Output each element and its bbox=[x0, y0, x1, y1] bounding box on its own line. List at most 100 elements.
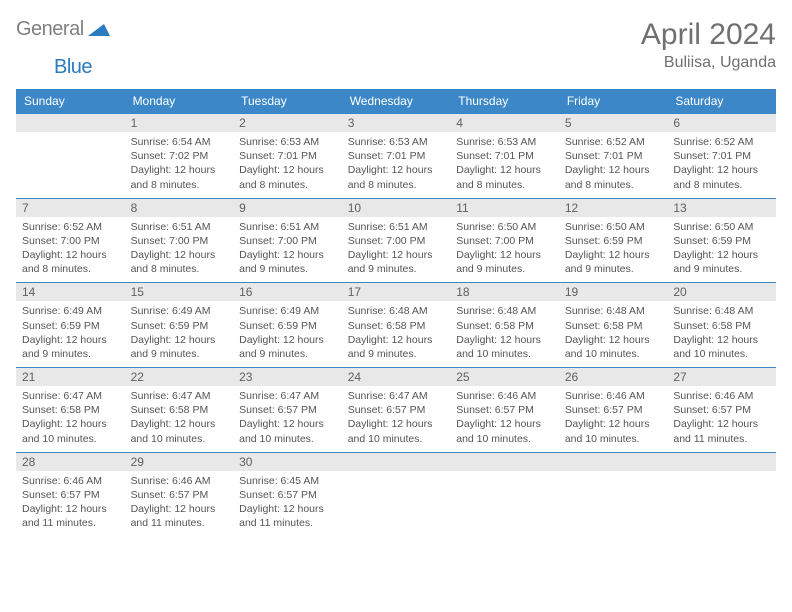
sunrise-text: Sunrise: 6:47 AM bbox=[131, 389, 228, 403]
calendar-cell: 13Sunrise: 6:50 AMSunset: 6:59 PMDayligh… bbox=[667, 198, 776, 283]
day-body: Sunrise: 6:54 AMSunset: 7:02 PMDaylight:… bbox=[125, 132, 234, 198]
sunset-text: Sunset: 6:57 PM bbox=[348, 403, 445, 417]
month-title: April 2024 bbox=[641, 18, 776, 52]
calendar-cell: 16Sunrise: 6:49 AMSunset: 6:59 PMDayligh… bbox=[233, 283, 342, 368]
sunrise-text: Sunrise: 6:52 AM bbox=[673, 135, 770, 149]
daylight-text: Daylight: 12 hours and 10 minutes. bbox=[565, 417, 662, 445]
calendar-cell: 3Sunrise: 6:53 AMSunset: 7:01 PMDaylight… bbox=[342, 114, 451, 199]
day-body: Sunrise: 6:50 AMSunset: 7:00 PMDaylight:… bbox=[450, 217, 559, 283]
sunrise-text: Sunrise: 6:46 AM bbox=[456, 389, 553, 403]
day-number: 1 bbox=[125, 114, 234, 132]
sunset-text: Sunset: 6:58 PM bbox=[348, 319, 445, 333]
day-body bbox=[559, 471, 668, 531]
day-body: Sunrise: 6:47 AMSunset: 6:57 PMDaylight:… bbox=[233, 386, 342, 452]
day-number: 28 bbox=[16, 453, 125, 471]
day-body: Sunrise: 6:48 AMSunset: 6:58 PMDaylight:… bbox=[559, 301, 668, 367]
calendar-cell bbox=[667, 452, 776, 536]
calendar-cell: 2Sunrise: 6:53 AMSunset: 7:01 PMDaylight… bbox=[233, 114, 342, 199]
day-number: 8 bbox=[125, 199, 234, 217]
calendar-row: 28Sunrise: 6:46 AMSunset: 6:57 PMDayligh… bbox=[16, 452, 776, 536]
day-number: 9 bbox=[233, 199, 342, 217]
day-number: 11 bbox=[450, 199, 559, 217]
weekday-fri: Friday bbox=[559, 89, 668, 114]
daylight-text: Daylight: 12 hours and 10 minutes. bbox=[131, 417, 228, 445]
day-body: Sunrise: 6:45 AMSunset: 6:57 PMDaylight:… bbox=[233, 471, 342, 537]
daylight-text: Daylight: 12 hours and 9 minutes. bbox=[456, 248, 553, 276]
day-number: 16 bbox=[233, 283, 342, 301]
day-number: 19 bbox=[559, 283, 668, 301]
day-body: Sunrise: 6:47 AMSunset: 6:58 PMDaylight:… bbox=[16, 386, 125, 452]
calendar-cell: 9Sunrise: 6:51 AMSunset: 7:00 PMDaylight… bbox=[233, 198, 342, 283]
day-number: 23 bbox=[233, 368, 342, 386]
daylight-text: Daylight: 12 hours and 9 minutes. bbox=[565, 248, 662, 276]
sunset-text: Sunset: 7:00 PM bbox=[131, 234, 228, 248]
title-area: April 2024 Buliisa, Uganda bbox=[641, 18, 776, 72]
sunset-text: Sunset: 6:58 PM bbox=[22, 403, 119, 417]
day-body: Sunrise: 6:47 AMSunset: 6:58 PMDaylight:… bbox=[125, 386, 234, 452]
day-number: 24 bbox=[342, 368, 451, 386]
sunrise-text: Sunrise: 6:50 AM bbox=[565, 220, 662, 234]
calendar-cell bbox=[16, 114, 125, 199]
day-body: Sunrise: 6:49 AMSunset: 6:59 PMDaylight:… bbox=[233, 301, 342, 367]
daylight-text: Daylight: 12 hours and 10 minutes. bbox=[22, 417, 119, 445]
daylight-text: Daylight: 12 hours and 9 minutes. bbox=[348, 248, 445, 276]
sunrise-text: Sunrise: 6:51 AM bbox=[239, 220, 336, 234]
day-number: 21 bbox=[16, 368, 125, 386]
calendar-row: 7Sunrise: 6:52 AMSunset: 7:00 PMDaylight… bbox=[16, 198, 776, 283]
weekday-thu: Thursday bbox=[450, 89, 559, 114]
day-number bbox=[667, 453, 776, 471]
calendar-row: 1Sunrise: 6:54 AMSunset: 7:02 PMDaylight… bbox=[16, 114, 776, 199]
calendar-cell: 29Sunrise: 6:46 AMSunset: 6:57 PMDayligh… bbox=[125, 452, 234, 536]
calendar-cell: 14Sunrise: 6:49 AMSunset: 6:59 PMDayligh… bbox=[16, 283, 125, 368]
sunset-text: Sunset: 6:58 PM bbox=[456, 319, 553, 333]
daylight-text: Daylight: 12 hours and 11 minutes. bbox=[22, 502, 119, 530]
sunset-text: Sunset: 6:57 PM bbox=[565, 403, 662, 417]
daylight-text: Daylight: 12 hours and 10 minutes. bbox=[565, 333, 662, 361]
day-number bbox=[450, 453, 559, 471]
day-number: 5 bbox=[559, 114, 668, 132]
sunset-text: Sunset: 7:01 PM bbox=[239, 149, 336, 163]
sunset-text: Sunset: 7:02 PM bbox=[131, 149, 228, 163]
day-body: Sunrise: 6:46 AMSunset: 6:57 PMDaylight:… bbox=[667, 386, 776, 452]
sunset-text: Sunset: 6:57 PM bbox=[131, 488, 228, 502]
daylight-text: Daylight: 12 hours and 8 minutes. bbox=[22, 248, 119, 276]
calendar-cell bbox=[342, 452, 451, 536]
sunrise-text: Sunrise: 6:52 AM bbox=[565, 135, 662, 149]
day-number: 22 bbox=[125, 368, 234, 386]
day-number: 6 bbox=[667, 114, 776, 132]
day-body: Sunrise: 6:53 AMSunset: 7:01 PMDaylight:… bbox=[450, 132, 559, 198]
day-number: 27 bbox=[667, 368, 776, 386]
day-number: 13 bbox=[667, 199, 776, 217]
sunset-text: Sunset: 7:01 PM bbox=[673, 149, 770, 163]
day-number: 14 bbox=[16, 283, 125, 301]
calendar-cell: 27Sunrise: 6:46 AMSunset: 6:57 PMDayligh… bbox=[667, 368, 776, 453]
sunset-text: Sunset: 6:59 PM bbox=[22, 319, 119, 333]
day-body: Sunrise: 6:51 AMSunset: 7:00 PMDaylight:… bbox=[125, 217, 234, 283]
logo-word2: Blue bbox=[54, 56, 92, 78]
day-body bbox=[450, 471, 559, 531]
weekday-sun: Sunday bbox=[16, 89, 125, 114]
day-number: 17 bbox=[342, 283, 451, 301]
daylight-text: Daylight: 12 hours and 9 minutes. bbox=[239, 248, 336, 276]
day-body: Sunrise: 6:51 AMSunset: 7:00 PMDaylight:… bbox=[233, 217, 342, 283]
sunset-text: Sunset: 7:00 PM bbox=[22, 234, 119, 248]
calendar-cell: 23Sunrise: 6:47 AMSunset: 6:57 PMDayligh… bbox=[233, 368, 342, 453]
sunset-text: Sunset: 6:57 PM bbox=[22, 488, 119, 502]
day-number: 18 bbox=[450, 283, 559, 301]
sunrise-text: Sunrise: 6:47 AM bbox=[239, 389, 336, 403]
day-body: Sunrise: 6:46 AMSunset: 6:57 PMDaylight:… bbox=[16, 471, 125, 537]
sunrise-text: Sunrise: 6:48 AM bbox=[565, 304, 662, 318]
day-number bbox=[16, 114, 125, 132]
daylight-text: Daylight: 12 hours and 9 minutes. bbox=[131, 333, 228, 361]
daylight-text: Daylight: 12 hours and 8 minutes. bbox=[565, 163, 662, 191]
calendar-cell: 1Sunrise: 6:54 AMSunset: 7:02 PMDaylight… bbox=[125, 114, 234, 199]
day-body: Sunrise: 6:53 AMSunset: 7:01 PMDaylight:… bbox=[233, 132, 342, 198]
daylight-text: Daylight: 12 hours and 10 minutes. bbox=[456, 417, 553, 445]
sunrise-text: Sunrise: 6:50 AM bbox=[456, 220, 553, 234]
weekday-sat: Saturday bbox=[667, 89, 776, 114]
calendar-cell: 25Sunrise: 6:46 AMSunset: 6:57 PMDayligh… bbox=[450, 368, 559, 453]
calendar-row: 14 Sunrise: 6:49 AMSunset: 6:59 PMDayligh… bbox=[16, 283, 776, 368]
day-number bbox=[559, 453, 668, 471]
calendar-table: Sunday Monday Tuesday Wednesday Thursday… bbox=[16, 89, 776, 536]
calendar-cell: 18Sunrise: 6:48 AMSunset: 6:58 PMDayligh… bbox=[450, 283, 559, 368]
